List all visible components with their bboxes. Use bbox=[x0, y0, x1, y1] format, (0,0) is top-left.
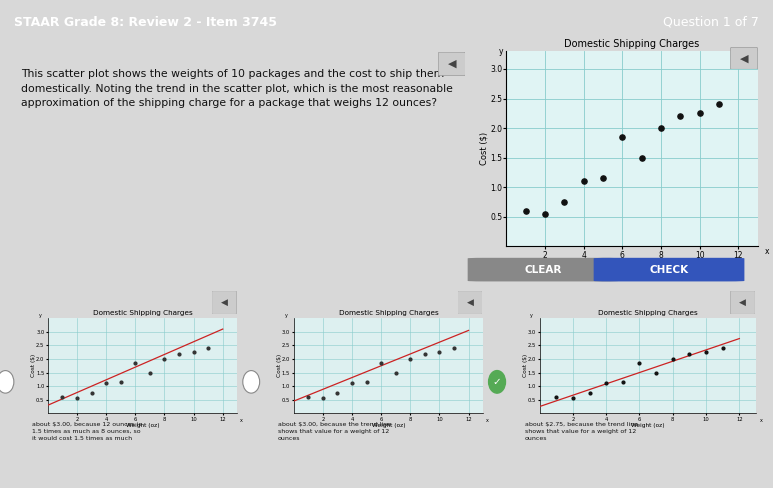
Point bbox=[577, 178, 590, 185]
Text: ✓: ✓ bbox=[492, 377, 502, 387]
Text: Question 1 of 7: Question 1 of 7 bbox=[663, 16, 759, 29]
Circle shape bbox=[243, 370, 260, 393]
FancyBboxPatch shape bbox=[730, 291, 755, 314]
FancyBboxPatch shape bbox=[594, 258, 744, 282]
Text: about $2.75, because the trend line
shows that value for a weight of 12
ounces: about $2.75, because the trend line show… bbox=[525, 422, 638, 441]
Point bbox=[558, 198, 570, 206]
Title: Domestic Shipping Charges: Domestic Shipping Charges bbox=[598, 310, 698, 316]
FancyBboxPatch shape bbox=[730, 47, 758, 69]
Text: x: x bbox=[486, 418, 489, 423]
Point bbox=[332, 389, 344, 397]
Point bbox=[633, 359, 645, 367]
Point bbox=[100, 380, 112, 387]
Point bbox=[202, 344, 214, 352]
Text: ◀: ◀ bbox=[448, 59, 456, 69]
Text: y: y bbox=[530, 313, 533, 318]
Text: x: x bbox=[760, 418, 762, 423]
FancyBboxPatch shape bbox=[458, 291, 482, 314]
Circle shape bbox=[489, 370, 506, 393]
Point bbox=[346, 380, 358, 387]
Point bbox=[717, 344, 729, 352]
FancyBboxPatch shape bbox=[468, 258, 618, 282]
Point bbox=[616, 133, 628, 141]
Text: STAAR Grade 8: Review 2 - Item 3745: STAAR Grade 8: Review 2 - Item 3745 bbox=[14, 16, 277, 29]
Point bbox=[674, 112, 686, 120]
Text: ◀: ◀ bbox=[221, 298, 227, 307]
Text: CLEAR: CLEAR bbox=[525, 264, 562, 275]
FancyBboxPatch shape bbox=[212, 291, 237, 314]
Text: x: x bbox=[240, 418, 243, 423]
Text: ◀: ◀ bbox=[467, 298, 473, 307]
Point bbox=[158, 355, 171, 363]
Circle shape bbox=[0, 370, 14, 393]
Text: y: y bbox=[39, 313, 42, 318]
Text: about $3.00, because the trend line
shows that value for a weight of 12
ounces: about $3.00, because the trend line show… bbox=[278, 422, 391, 441]
Point bbox=[173, 349, 186, 357]
Text: x: x bbox=[765, 246, 769, 256]
Point bbox=[539, 210, 551, 218]
Point bbox=[86, 389, 98, 397]
X-axis label: Weight (oz): Weight (oz) bbox=[608, 261, 656, 270]
Point bbox=[519, 207, 532, 215]
X-axis label: Weight (oz): Weight (oz) bbox=[372, 423, 405, 428]
Point bbox=[550, 393, 563, 401]
Point bbox=[302, 393, 315, 401]
Point bbox=[375, 359, 387, 367]
Point bbox=[144, 368, 156, 376]
Title: Domestic Shipping Charges: Domestic Shipping Charges bbox=[93, 310, 192, 316]
Y-axis label: Cost ($): Cost ($) bbox=[277, 354, 282, 377]
Point bbox=[390, 368, 402, 376]
Point bbox=[597, 175, 609, 183]
Point bbox=[693, 109, 706, 117]
Text: This scatter plot shows the weights of 10 packages and the cost to ship them
dom: This scatter plot shows the weights of 1… bbox=[21, 69, 453, 108]
Y-axis label: Cost ($): Cost ($) bbox=[523, 354, 528, 377]
Point bbox=[683, 349, 696, 357]
Point bbox=[650, 368, 662, 376]
X-axis label: Weight (oz): Weight (oz) bbox=[126, 423, 159, 428]
Text: y: y bbox=[285, 313, 288, 318]
Text: ◀: ◀ bbox=[740, 298, 746, 307]
Text: about $3.00, because 12 ounces is
1.5 times as much as 8 ounces, so
it would cos: about $3.00, because 12 ounces is 1.5 ti… bbox=[32, 422, 141, 441]
Text: y: y bbox=[499, 47, 502, 56]
Point bbox=[317, 394, 329, 402]
Text: ◀: ◀ bbox=[740, 53, 748, 63]
Point bbox=[666, 355, 679, 363]
X-axis label: Weight (oz): Weight (oz) bbox=[631, 423, 665, 428]
Y-axis label: Cost ($): Cost ($) bbox=[479, 132, 489, 165]
Title: Domestic Shipping Charges: Domestic Shipping Charges bbox=[339, 310, 438, 316]
Point bbox=[71, 394, 83, 402]
Point bbox=[713, 101, 725, 108]
Point bbox=[448, 344, 460, 352]
Point bbox=[360, 378, 373, 386]
Point bbox=[419, 349, 431, 357]
Point bbox=[187, 348, 199, 356]
Point bbox=[655, 124, 667, 132]
Point bbox=[114, 378, 127, 386]
Point bbox=[433, 348, 445, 356]
Title: Domestic Shipping Charges: Domestic Shipping Charges bbox=[564, 39, 700, 49]
Point bbox=[617, 378, 629, 386]
Point bbox=[567, 394, 579, 402]
Y-axis label: Cost ($): Cost ($) bbox=[31, 354, 36, 377]
Point bbox=[600, 380, 612, 387]
Point bbox=[635, 154, 648, 162]
Text: CHECK: CHECK bbox=[650, 264, 689, 275]
Point bbox=[129, 359, 141, 367]
Point bbox=[56, 393, 69, 401]
Point bbox=[584, 389, 596, 397]
Point bbox=[404, 355, 417, 363]
Point bbox=[700, 348, 712, 356]
FancyBboxPatch shape bbox=[438, 52, 465, 76]
